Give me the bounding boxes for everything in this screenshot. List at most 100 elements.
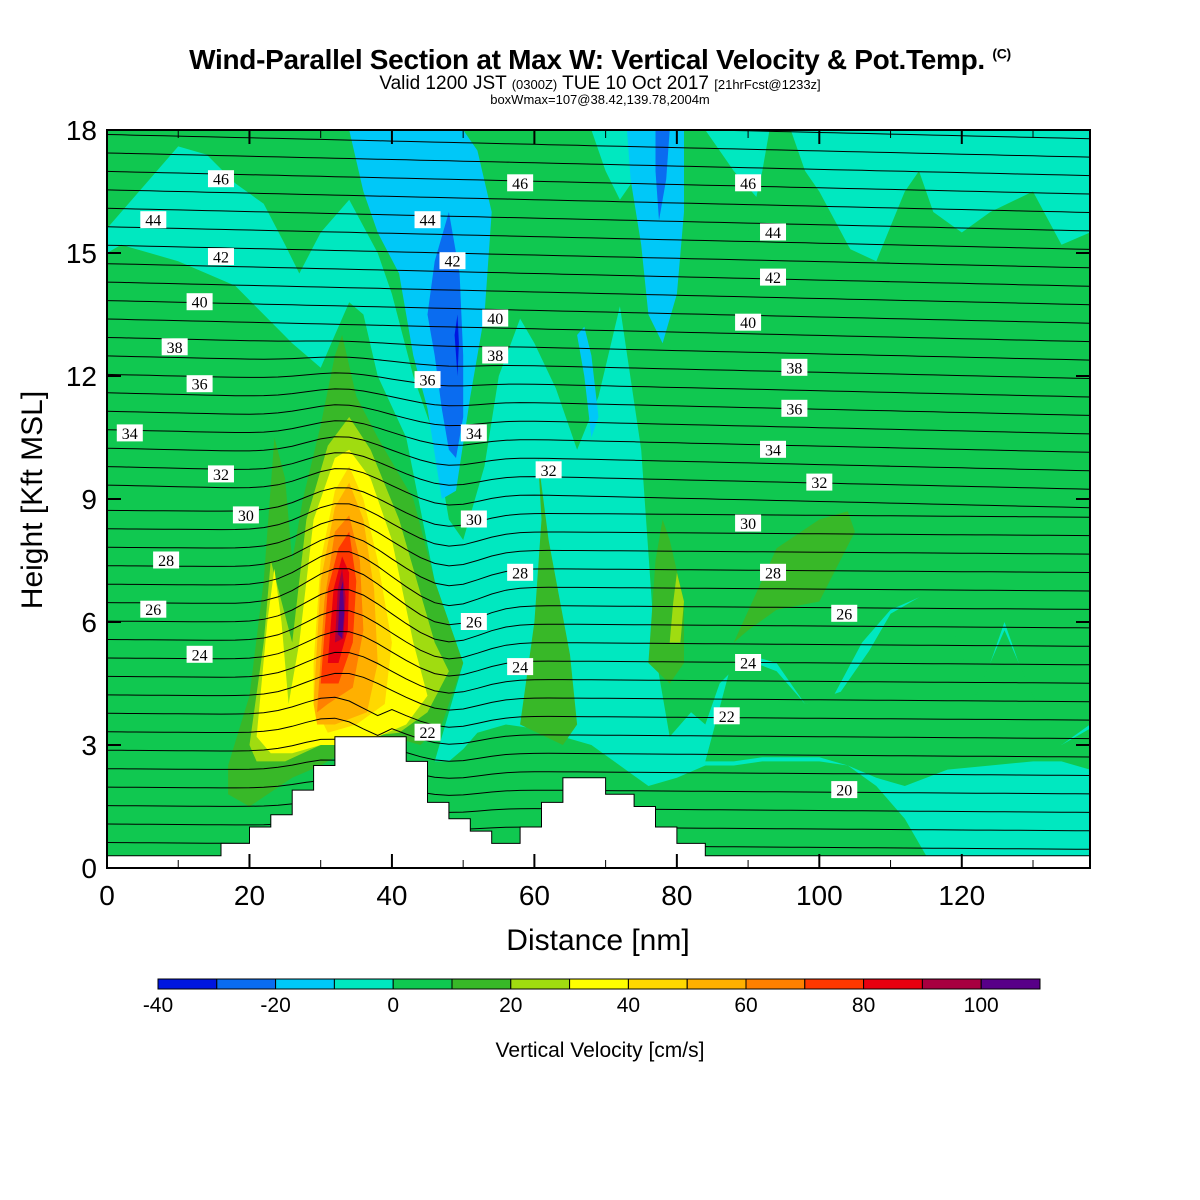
isentrope-label: 40: [735, 313, 762, 332]
updraft-band-20-right: [520, 458, 578, 745]
isentrope-label: 22: [414, 723, 441, 742]
isentrope-lines: [107, 130, 1090, 856]
isentrope-label: 24: [186, 645, 213, 664]
isentrope-label-text: 46: [512, 176, 528, 193]
isentrope-label-text: 24: [740, 656, 756, 673]
weak-downdraft-right: [783, 130, 1090, 253]
isentrope-line: [107, 207, 1090, 232]
isentrope-line: [107, 568, 1090, 626]
isentrope-label-text: 30: [740, 516, 756, 533]
isentrope-line: [107, 672, 1090, 711]
colorbar-label: Vertical Velocity [cm/s]: [496, 1039, 705, 1062]
isentrope-label: 24: [735, 654, 762, 673]
isentrope-label: 38: [781, 358, 808, 377]
isentrope-label: 38: [161, 338, 188, 357]
isentrope-line: [107, 759, 1090, 779]
isentrope-line: [107, 318, 1090, 343]
isentrope-label-text: 24: [192, 647, 208, 664]
isentrope-label-text: 42: [765, 270, 781, 287]
isentrope-line: [107, 189, 1090, 213]
isentrope-line: [107, 281, 1090, 306]
isentrope-line: [107, 738, 1090, 762]
colorbar-swatch: [745, 978, 806, 990]
isentrope-line: [107, 651, 1090, 694]
isentrope-label-text: 26: [466, 615, 482, 632]
isentrope-label-text: 32: [811, 475, 827, 492]
isentrope-line: [107, 372, 1090, 398]
isentrope-label-text: 44: [765, 225, 781, 242]
isentrope-label: 28: [760, 563, 787, 582]
isentrope-label: 40: [482, 309, 509, 328]
y-tick-label: 9: [81, 484, 97, 515]
y-tick-label: 15: [66, 238, 97, 269]
isentrope-line: [107, 170, 1090, 195]
y-tick-label: 0: [81, 853, 97, 884]
isentrope-label-text: 38: [487, 348, 503, 365]
isentrope-label: 42: [760, 268, 787, 287]
colorbar-swatch: [921, 978, 982, 990]
isentrope-line: [107, 551, 1090, 607]
x-tick-label: 40: [376, 880, 407, 911]
isentrope-line: [107, 404, 1090, 435]
isentrope-label: 20: [831, 781, 858, 800]
colorbar-tick-label: 20: [499, 994, 522, 1017]
weak-downdraft-region: [107, 130, 1090, 856]
colorbar-swatch: [569, 978, 629, 990]
isentrope-label: 44: [414, 211, 441, 230]
x-tick-label: 60: [519, 880, 550, 911]
isentrope-label-text: 42: [444, 254, 460, 271]
isentrope-line: [107, 696, 1090, 728]
isentrope-label: 24: [507, 658, 534, 677]
y-tick-label: 6: [81, 607, 97, 638]
isentrope-label: 34: [760, 440, 787, 459]
isentrope-label-text: 34: [765, 442, 781, 459]
x-axis-label: Distance [nm]: [506, 924, 689, 957]
isentrope-label-text: 46: [740, 176, 756, 193]
downdraft-core-right-strong: [655, 130, 670, 221]
colorbar-swatch: [216, 978, 277, 990]
colorbar-swatch: [451, 978, 512, 990]
x-tick-label: 100: [796, 880, 843, 911]
downdraft-thin-mid: [577, 326, 599, 438]
isentrope-label-text: 36: [786, 401, 802, 418]
isentrope-label-text: 26: [145, 602, 161, 619]
colorbar-tick-label: 80: [852, 994, 875, 1017]
isentrope-line: [107, 487, 1090, 527]
isentrope-label-text: 40: [740, 315, 756, 332]
y-tick-label: 12: [66, 361, 97, 392]
isentrope-label: 30: [735, 514, 762, 533]
y-axis-label: Height [Kft MSL]: [16, 391, 49, 609]
x-tick-label: 20: [234, 880, 265, 911]
isentrope-line: [107, 355, 1090, 379]
isentrope-line: [107, 134, 1090, 158]
x-tick-label: 120: [938, 880, 985, 911]
isentrope-label: 46: [507, 174, 534, 193]
colorbar-swatch: [333, 978, 394, 990]
isentrope-line: [107, 452, 1090, 490]
isentrope-label-text: 38: [167, 340, 183, 357]
isentrope-labels: 46 46 46 44 44 44 42 42 42 40 40 40 38 38 38 36 36 36 34 34…: [116, 170, 858, 800]
isentrope-line: [107, 337, 1090, 361]
weak-updraft-band-right: [748, 130, 1090, 376]
isentrope-label: 30: [232, 506, 259, 525]
colorbar: -40 -20 0 20 40 60 80 100: [143, 978, 1041, 1017]
isentrope-line: [107, 519, 1090, 567]
colorbar-swatch: [686, 978, 747, 990]
vertical-velocity-field: [107, 130, 1090, 856]
chart-title: Wind-Parallel Section at Max W: Vertical…: [189, 44, 1011, 75]
isentrope-label: 32: [535, 461, 562, 480]
isentrope-line: [107, 300, 1090, 324]
isentrope-line: [691, 130, 1090, 140]
isentrope-label: 34: [460, 424, 487, 443]
isentrope-label: 36: [186, 375, 213, 394]
x-tick-label: 0: [99, 880, 115, 911]
isentrope-line: [107, 244, 1090, 269]
downdraft-core-left-strong: [427, 212, 464, 458]
isentrope-label: 26: [460, 613, 487, 632]
isentrope-label-text: 20: [836, 783, 852, 800]
isentrope-label: 28: [507, 563, 534, 582]
isentrope-label: 32: [207, 465, 234, 484]
colorbar-tick-label: -40: [143, 994, 173, 1017]
isentrope-label-text: 40: [192, 295, 208, 312]
y-tick-label: 3: [81, 730, 97, 761]
